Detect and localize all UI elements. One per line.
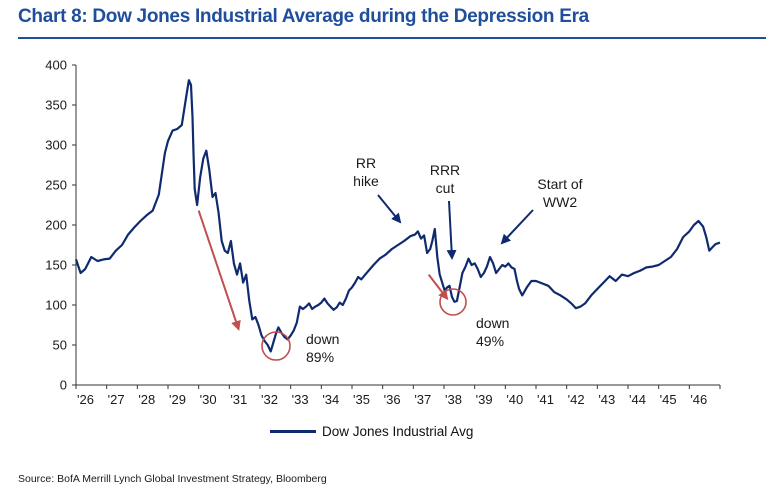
red-decline-arrow <box>427 273 449 301</box>
x-tick-label: '32 <box>261 392 278 407</box>
annotation-line: WW2 <box>543 194 577 210</box>
y-axis-ticks: 0 50 100 150 200 250 300 350 400 <box>45 58 76 393</box>
y-tick-label: 400 <box>45 58 67 73</box>
x-tick-label: '30 <box>200 392 217 407</box>
annotation-line: hike <box>353 173 379 189</box>
chart-legend: Dow Jones Industrial Avg <box>270 424 473 439</box>
chart-annotations: RR hike RRR cut Start of WW2 down 89% down 49% <box>197 155 583 365</box>
y-tick-label: 50 <box>53 338 67 353</box>
x-tick-label: '29 <box>169 392 186 407</box>
page-title: Chart 8: Dow Jones Industrial Average du… <box>18 6 589 27</box>
x-axis-ticks: '26 '27 '28 '29 '30 '31 '32 '33 '34 '35 '36 '37 '38 '… <box>75 385 721 407</box>
source-note: Source: BofA Merrill Lynch Global Invest… <box>18 473 327 485</box>
red-decline-arrow <box>197 210 241 331</box>
legend-label: Dow Jones Industrial Avg <box>322 424 474 439</box>
x-tick-label: '35 <box>353 392 370 407</box>
x-tick-label: '41 <box>537 392 554 407</box>
series-lines <box>74 79 721 353</box>
y-tick-label: 150 <box>45 258 67 273</box>
y-tick-label: 250 <box>45 178 67 193</box>
x-tick-label: '43 <box>598 392 615 407</box>
annotation-line: Start of <box>537 176 582 192</box>
legend-swatch <box>270 430 316 433</box>
x-tick-label: '39 <box>476 392 493 407</box>
annotation-arrow <box>500 209 534 245</box>
annotation-line: 49% <box>476 333 504 349</box>
dow-jones-line-chart: 0 50 100 150 200 250 300 350 400 '26 '27 '28 '29 '30… <box>45 58 721 407</box>
annotation-text: RRR cut <box>430 162 460 196</box>
x-tick-label: '34 <box>322 392 339 407</box>
annotation-line: RRR <box>430 162 460 178</box>
x-tick-label: '33 <box>292 392 309 407</box>
x-tick-label: '31 <box>230 392 247 407</box>
series-line-dow-jones <box>74 79 721 353</box>
chart-axes <box>75 65 720 386</box>
x-tick-label: '42 <box>568 392 585 407</box>
x-tick-label: '37 <box>414 392 431 407</box>
x-tick-label: '40 <box>506 392 523 407</box>
annotation-line: down <box>306 331 339 347</box>
trough-circle <box>439 288 467 316</box>
annotation-arrow <box>446 200 457 260</box>
x-tick-label: '38 <box>445 392 462 407</box>
x-tick-label: '26 <box>77 392 94 407</box>
annotation-text: down 89% <box>306 331 339 365</box>
annotation-line: RR <box>356 155 376 171</box>
y-tick-label: 100 <box>45 298 67 313</box>
annotation-line: cut <box>436 180 455 196</box>
x-tick-label: '45 <box>660 392 677 407</box>
x-tick-label: '44 <box>629 392 646 407</box>
annotation-text: Start of WW2 <box>537 176 582 210</box>
y-tick-label: 200 <box>45 218 67 233</box>
annotation-line: down <box>476 315 509 331</box>
x-tick-label: '27 <box>108 392 125 407</box>
y-tick-label: 0 <box>60 378 67 393</box>
annotation-text: RR hike <box>353 155 379 189</box>
trough-circle <box>261 331 291 361</box>
y-tick-label: 350 <box>45 98 67 113</box>
x-tick-label: '28 <box>138 392 155 407</box>
x-tick-label: '46 <box>690 392 707 407</box>
annotation-text: down 49% <box>476 315 509 349</box>
annotation-line: 89% <box>306 349 334 365</box>
title-divider <box>18 37 766 39</box>
y-tick-label: 300 <box>45 138 67 153</box>
annotation-arrow <box>377 194 402 224</box>
x-tick-label: '36 <box>384 392 401 407</box>
